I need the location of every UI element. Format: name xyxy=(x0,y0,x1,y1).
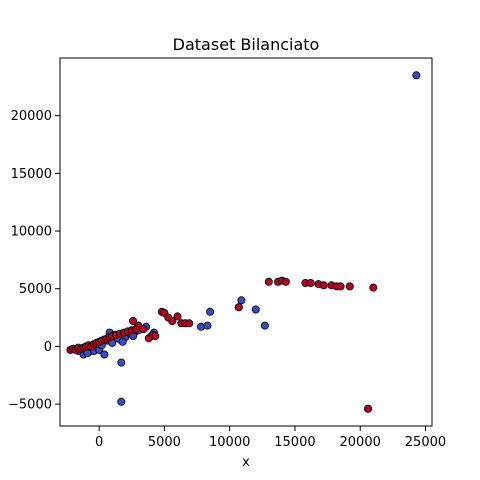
data-point-series-1 xyxy=(336,282,345,291)
data-point-series-1 xyxy=(369,283,378,292)
plot-frame xyxy=(59,57,433,427)
x-tick-label: 15000 xyxy=(274,435,315,450)
data-point-series-0 xyxy=(100,350,109,359)
data-point-series-0 xyxy=(118,337,127,346)
data-point-series-1 xyxy=(234,303,243,312)
x-tick-label: 20000 xyxy=(340,435,381,450)
data-point-series-1 xyxy=(281,277,290,286)
data-point-series-1 xyxy=(306,278,315,287)
chart-title: Dataset Bilanciato xyxy=(173,35,320,54)
x-axis-label: x xyxy=(242,455,250,470)
data-point-series-0 xyxy=(117,358,126,367)
data-point-series-1 xyxy=(173,312,182,321)
data-point-series-0 xyxy=(117,397,126,406)
data-point-series-0 xyxy=(251,305,260,314)
data-point-series-1 xyxy=(139,325,148,334)
data-point-series-1 xyxy=(129,316,138,325)
y-tick-label: 20000 xyxy=(11,109,52,124)
data-point-series-1 xyxy=(151,331,160,340)
x-tick-label: 0 xyxy=(95,435,103,450)
data-point-series-0 xyxy=(196,322,205,331)
y-tick-label: −5000 xyxy=(8,398,52,413)
y-tick-label: 15000 xyxy=(11,167,52,182)
data-point-series-0 xyxy=(260,321,269,330)
data-point-series-1 xyxy=(185,319,194,328)
data-point-series-1 xyxy=(264,277,273,286)
data-points xyxy=(66,71,421,413)
data-point-series-1 xyxy=(345,282,354,291)
y-tick-label: 5000 xyxy=(19,282,52,297)
y-tick-label: 0 xyxy=(44,340,52,355)
data-point-series-1 xyxy=(363,404,372,413)
data-point-series-0 xyxy=(203,321,212,330)
x-tick-label: 5000 xyxy=(148,435,181,450)
data-point-series-0 xyxy=(412,71,421,80)
x-tick-label: 10000 xyxy=(209,435,250,450)
x-tick-label: 25000 xyxy=(405,435,446,450)
data-point-series-1 xyxy=(131,325,140,334)
data-point-series-1 xyxy=(168,316,177,325)
data-point-series-1 xyxy=(319,281,328,290)
data-point-series-0 xyxy=(237,296,246,305)
y-tick-label: 10000 xyxy=(11,225,52,240)
data-point-series-0 xyxy=(206,307,215,316)
y-axis: −5000 0 5000 10000 15000 20000 xyxy=(8,109,60,413)
x-axis: 0 5000 10000 15000 20000 25000 xyxy=(95,426,446,450)
